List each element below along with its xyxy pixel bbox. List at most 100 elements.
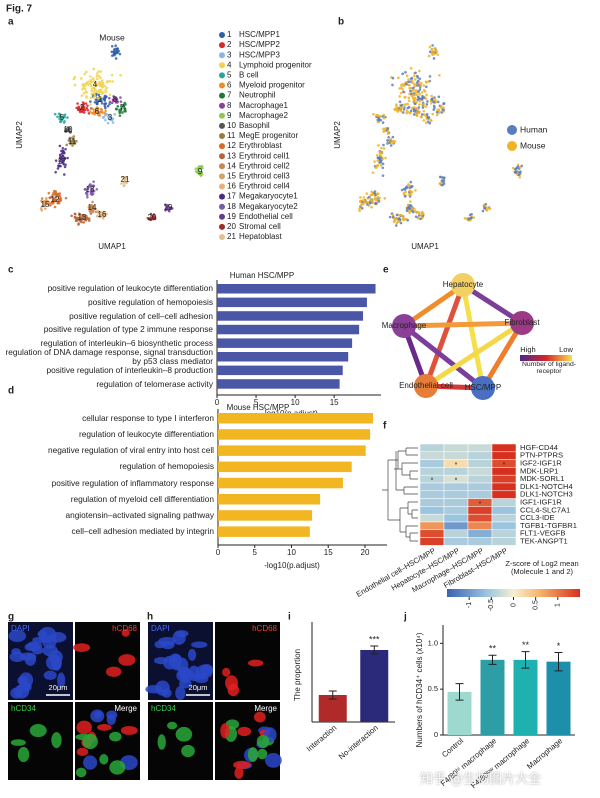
umap-point <box>438 73 441 77</box>
cluster-label: 11 <box>68 137 77 146</box>
umap-point <box>422 113 426 116</box>
channel-label: hCD34 <box>151 704 176 713</box>
x-axis-label: UMAP1 <box>98 242 126 251</box>
dendrogram <box>382 447 418 542</box>
row-label: IGF1-IGF1R <box>520 498 562 507</box>
umap-point <box>376 114 380 117</box>
heatmap-cell <box>443 529 469 538</box>
panel-label: e <box>383 265 389 276</box>
umap-point <box>401 87 404 91</box>
x-tick-label: 5 <box>254 398 259 407</box>
umap-point <box>54 170 57 174</box>
umap-point <box>395 213 399 217</box>
heatmap-cell <box>419 513 445 523</box>
colorbar-tick-label: 0.5 <box>533 600 540 610</box>
umap-point <box>122 176 125 179</box>
umap-point <box>48 196 51 200</box>
heatmap-cell <box>491 482 517 492</box>
legend-swatch <box>507 141 517 151</box>
row-label: CCL3-IDE <box>520 513 555 522</box>
cluster-label: 16 <box>98 210 107 219</box>
umap-point <box>150 216 153 220</box>
x-tick-label: 15 <box>324 548 333 557</box>
umap-point <box>62 151 66 155</box>
umap-point <box>415 93 419 97</box>
cluster-label: 3 <box>108 113 113 122</box>
umap-point <box>424 114 428 118</box>
umap-point <box>60 161 64 164</box>
umap-point <box>199 173 202 177</box>
umap-point <box>100 82 103 86</box>
umap-point <box>115 48 119 52</box>
umap-point <box>95 187 99 191</box>
umap-point <box>68 136 72 140</box>
heatmap-cell <box>467 513 493 523</box>
umap-point <box>422 88 426 92</box>
heatmap-cell <box>491 537 517 546</box>
umap-point <box>89 84 93 88</box>
umap-point <box>362 196 366 199</box>
umap-point <box>81 110 84 114</box>
umap-point <box>433 47 437 50</box>
umap-point <box>88 183 92 186</box>
umap-point <box>401 214 404 218</box>
umap-point <box>403 217 406 221</box>
umap-point <box>104 109 107 113</box>
umap-point <box>62 121 66 124</box>
heatmap-cell <box>443 513 469 523</box>
umap-point <box>92 108 95 111</box>
cell <box>75 767 87 778</box>
umap-point <box>112 48 116 51</box>
legend-label: HSC/MPP3 <box>239 50 280 59</box>
umap-point <box>411 81 414 84</box>
category-label: positive regulation of leukocyte differe… <box>47 283 213 294</box>
umap-point <box>381 121 385 124</box>
row-label: CCL4-SLC7A1 <box>520 505 570 514</box>
umap-point <box>484 202 488 206</box>
umap-point <box>101 116 105 119</box>
umap-point <box>104 118 107 122</box>
umap-point <box>399 110 403 113</box>
umap-point <box>106 80 109 83</box>
umap-point <box>377 118 381 122</box>
cell <box>145 685 163 694</box>
row-label: HGF-CD44 <box>520 443 558 452</box>
umap-point <box>485 209 489 212</box>
umap-point <box>113 113 117 116</box>
legend-number: 4 <box>227 60 232 69</box>
umap-point <box>379 161 382 164</box>
legend-swatch <box>219 234 225 240</box>
umap-point <box>89 192 93 195</box>
umap-point <box>82 107 86 111</box>
cell <box>109 760 126 775</box>
umap-point <box>90 92 94 96</box>
colorbar <box>447 589 580 597</box>
cell <box>42 644 58 657</box>
umap-point <box>73 83 77 87</box>
umap-point <box>95 110 98 114</box>
cell <box>120 726 138 735</box>
umap-point <box>401 106 405 110</box>
umap-point <box>379 163 383 167</box>
umap-point <box>369 193 373 197</box>
cell <box>43 670 57 680</box>
umap-point <box>87 219 91 222</box>
umap-point <box>194 167 198 170</box>
umap-point <box>416 108 420 112</box>
watermark: 知乎 @生物图片大全 <box>420 772 542 787</box>
umap-point <box>114 50 118 54</box>
legend-swatch <box>219 133 225 139</box>
x-tick-label: 10 <box>287 548 296 557</box>
umap-point <box>152 213 156 216</box>
umap-point <box>377 156 381 159</box>
network-edge <box>424 320 524 389</box>
legend-label: Lymphoid progenitor <box>239 60 312 69</box>
x-tick-label: 10 <box>291 398 300 407</box>
umap-points <box>39 44 204 226</box>
bar <box>217 297 367 308</box>
legend-swatch <box>219 193 225 200</box>
umap-point <box>418 212 421 216</box>
legend-label: Mouse <box>520 140 546 150</box>
umap-point <box>431 112 434 116</box>
